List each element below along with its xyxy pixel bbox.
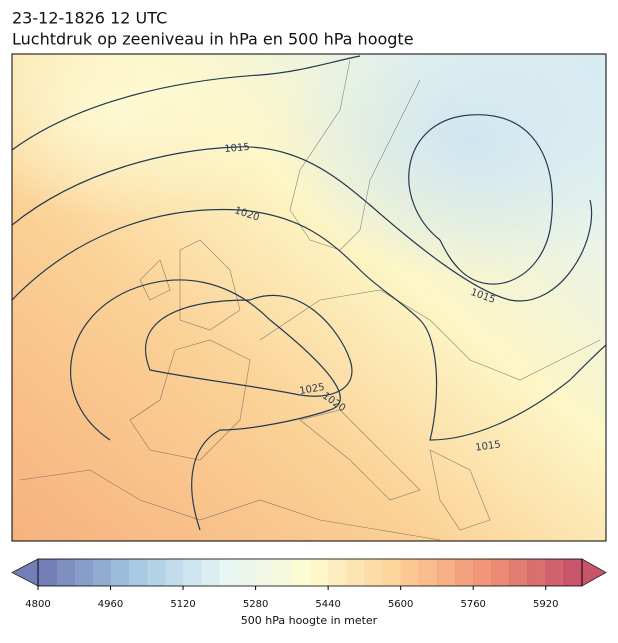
- colorbar-segment: [183, 559, 202, 586]
- colorbar-segment: [473, 559, 492, 586]
- colorbar-tick-label: 5280: [243, 599, 268, 610]
- colorbar: 4800 4960 5120 5280 5440 5600 5760 5920: [11, 558, 607, 610]
- colorbar-segment: [74, 559, 93, 586]
- colorbar-segment: [418, 559, 438, 586]
- colorbar-segment: [164, 559, 184, 586]
- colorbar-label: 500 hPa hoogte in meter: [241, 614, 378, 627]
- colorbar-segment: [346, 559, 365, 586]
- colorbar-segment: [237, 559, 257, 586]
- colorbar-tick-label: 5120: [170, 599, 195, 610]
- map: [12, 54, 606, 541]
- colorbar-segment: [527, 559, 547, 586]
- colorbar-segment: [545, 559, 565, 586]
- colorbar-tick-label: 5440: [315, 599, 340, 610]
- colorbar-tick-label: 5600: [388, 599, 413, 610]
- colorbar-segment: [400, 559, 420, 586]
- colorbar-segment: [128, 559, 148, 586]
- colorbar-extend-low: [11, 558, 39, 587]
- colorbar-segment: [146, 559, 166, 586]
- colorbar-segment: [382, 559, 402, 586]
- colorbar-segment: [255, 559, 275, 586]
- colorbar-segment: [364, 559, 384, 586]
- colorbar-segment: [92, 559, 112, 586]
- colorbar-segment: [563, 559, 583, 586]
- colorbar-tick-label: 5920: [533, 599, 558, 610]
- colorbar-frame: [37, 558, 583, 587]
- colorbar-segment: [291, 559, 311, 586]
- colorbar-segment: [110, 559, 130, 586]
- colorbar-segment: [455, 559, 474, 586]
- colorbar-segment: [310, 559, 329, 586]
- colorbar-tick-label: 4960: [98, 599, 123, 610]
- colorbar-segment: [491, 559, 510, 586]
- colorbar-segment: [219, 559, 238, 586]
- colorbar-segment: [201, 559, 220, 586]
- colorbar-tick-label: 4800: [25, 599, 50, 610]
- contour-label: 1025: [299, 382, 326, 397]
- map-frame: [11, 53, 607, 542]
- colorbar-segment: [38, 559, 57, 586]
- contour-label: 1015: [475, 439, 502, 453]
- colorbar-extend-high: [581, 558, 607, 587]
- subtitle: Luchtdruk op zeeniveau in hPa en 500 hPa…: [12, 30, 414, 49]
- colorbar-segment: [56, 559, 75, 586]
- colorbar-segment: [328, 559, 347, 586]
- title: 23-12-1826 12 UTC: [12, 9, 167, 28]
- contour-label: 1015: [224, 142, 250, 155]
- colorbar-segment: [273, 559, 293, 586]
- colorbar-segment: [436, 559, 456, 586]
- colorbar-segment: [509, 559, 529, 586]
- colorbar-tick-label: 5760: [460, 599, 485, 610]
